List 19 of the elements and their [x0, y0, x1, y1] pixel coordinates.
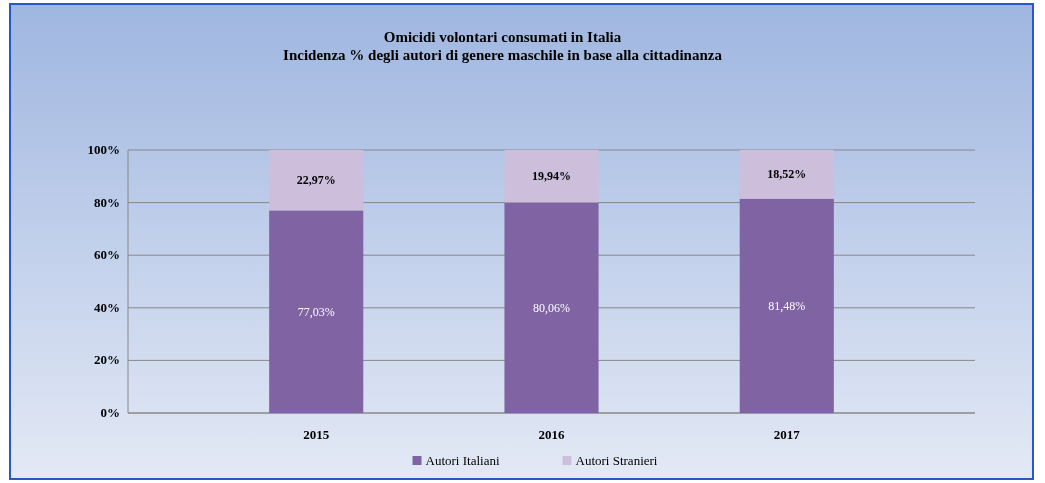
x-tick-label: 2017 [773, 427, 801, 442]
y-tick-label: 80% [94, 194, 120, 210]
data-label: 22,97% [296, 173, 336, 188]
x-tick-label: 2015 [303, 427, 330, 442]
data-label: 81,48% [768, 298, 806, 313]
y-tick-label: 60% [94, 247, 120, 263]
chart-title: Omicidi volontari consumati in Italia [383, 29, 622, 45]
y-tick-label: 100% [87, 142, 120, 157]
data-label: 80,06% [533, 300, 570, 315]
chart-subtitle: Incidenza % degli autori di genere maschile in base alla cittadinanza [283, 47, 723, 63]
legend-label: Autori Italiani [425, 453, 500, 468]
y-tick-label: 40% [94, 299, 120, 315]
data-label: 18,52% [767, 167, 807, 182]
y-tick-label: 20% [94, 352, 120, 368]
x-tick-label: 2016 [538, 427, 565, 442]
data-label: 19,94% [532, 169, 571, 184]
data-label: 77,03% [297, 304, 335, 319]
legend-label: Autori Stranieri [575, 453, 658, 468]
y-tick-label: 0% [100, 405, 120, 420]
